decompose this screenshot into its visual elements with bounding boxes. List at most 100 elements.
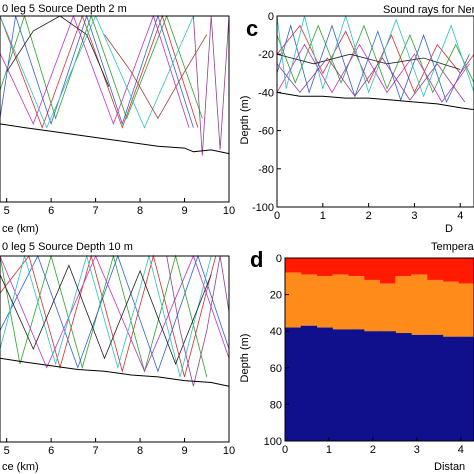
- axes-frame: [276, 15, 474, 208]
- panel-d-ylabel: Depth (m): [239, 334, 251, 383]
- y-tick-label: 0: [268, 11, 274, 23]
- y-tick-label: 40: [270, 326, 282, 338]
- y-tick-label: 0: [276, 253, 282, 265]
- y-tick-label: -80: [258, 164, 274, 176]
- heatmap-cell: [285, 272, 302, 328]
- heatmap-cell: [363, 331, 381, 441]
- panel-a-xlabel: ce (km): [2, 223, 39, 235]
- x-tick-label: 8: [137, 445, 143, 457]
- heatmap-cell: [363, 279, 381, 332]
- heatmap-cell: [348, 258, 365, 277]
- ray-path: [276, 57, 466, 103]
- heatmap-cell: [426, 258, 444, 280]
- heatmap-cell: [332, 258, 349, 275]
- heatmap-cell: [411, 258, 428, 275]
- heatmap-cell: [411, 274, 428, 335]
- panel-b-xlabel: ce (km): [2, 461, 39, 473]
- ray-path: [166, 255, 230, 387]
- heatmap-cell: [426, 279, 444, 335]
- x-tick-label: 9: [181, 205, 187, 217]
- heatmap-cell: [458, 336, 474, 441]
- y-tick-label: -20: [258, 49, 274, 61]
- ray-path: [0, 254, 217, 377]
- heatmap-cell: [300, 325, 318, 441]
- x-tick-label: 4: [457, 210, 463, 222]
- heatmap-cell: [442, 281, 459, 337]
- seabed-line: [0, 357, 230, 387]
- panel-d-xlabel: Distan: [434, 461, 465, 473]
- heatmap-cell: [316, 327, 333, 441]
- heatmap-cell: [379, 258, 396, 284]
- ray-path: [0, 264, 212, 366]
- x-tick-label: 6: [48, 445, 54, 457]
- panel-c-title: Sound rays for Ner: [383, 4, 474, 16]
- x-tick-label: 1: [326, 444, 332, 456]
- heatmap-cell: [395, 276, 412, 334]
- x-tick-label: 4: [458, 444, 464, 456]
- y-tick-label: 100: [264, 436, 282, 448]
- heatmap-cell: [363, 258, 381, 280]
- axes-frame: [0, 15, 230, 203]
- ray-path: [0, 254, 212, 377]
- axes-frame: [284, 257, 474, 442]
- heatmap-cell: [316, 258, 333, 277]
- y-tick-label: -40: [258, 87, 274, 99]
- ray-path: [6, 15, 110, 87]
- x-tick-label: 6: [48, 205, 54, 217]
- panel-a-title: 0 leg 5 Source Depth 2 m: [2, 3, 127, 15]
- heatmap-cell: [300, 274, 318, 326]
- ray-path: [276, 14, 474, 98]
- ray-path: [276, 24, 470, 104]
- heatmap-cell: [285, 258, 302, 273]
- heatmap-cell: [395, 258, 412, 277]
- x-tick-label: 7: [93, 445, 99, 457]
- ray-path: [0, 14, 190, 128]
- ray-path: [0, 14, 203, 120]
- x-tick-label: 10: [223, 205, 235, 217]
- panel-a-plot: 5 6 7 8 9 10: [0, 14, 235, 217]
- y-tick-label: 20: [270, 290, 282, 302]
- panel-c-xlabel: D: [445, 223, 453, 235]
- panel-d-label: d: [250, 247, 263, 272]
- x-tick-label: 1: [320, 210, 326, 222]
- heatmap-cell: [442, 336, 459, 441]
- y-tick-label: 80: [270, 399, 282, 411]
- heatmap-cell: [379, 283, 396, 332]
- x-tick-label: 10: [223, 445, 235, 457]
- x-tick-label: 3: [411, 210, 417, 222]
- panel-d-title: Tempera: [431, 241, 474, 253]
- panel-b-plot: 5 6 7 8 9 10: [0, 254, 235, 457]
- axes-frame: [0, 255, 230, 443]
- x-tick-label: 2: [366, 210, 372, 222]
- ray-path: [0, 254, 230, 373]
- heatmap-cell: [300, 258, 318, 275]
- x-tick-label: 0: [282, 444, 288, 456]
- heatmap-cell: [316, 276, 333, 328]
- x-tick-label: 9: [181, 445, 187, 457]
- heatmap-cell: [442, 258, 459, 282]
- heatmap-cell: [458, 258, 474, 284]
- y-tick-label: 60: [270, 363, 282, 375]
- x-tick-label: 5: [4, 445, 10, 457]
- panel-c-plot: 0 1 2 3 4 0 -20 -40 -60 -80 -100: [252, 11, 474, 222]
- heatmap-cell: [332, 329, 349, 441]
- heatmap-cell: [379, 331, 396, 441]
- ray-path: [193, 15, 230, 156]
- x-tick-label: 3: [414, 444, 420, 456]
- heatmap-cell: [458, 283, 474, 337]
- ray-path: [276, 53, 461, 70]
- y-tick-label: -60: [258, 126, 274, 138]
- ray-path: [276, 43, 470, 103]
- x-tick-label: 0: [274, 210, 280, 222]
- heatmap-cell: [332, 274, 349, 330]
- x-tick-label: 7: [93, 205, 99, 217]
- y-tick-label: -100: [252, 202, 274, 214]
- heatmap-cell: [348, 276, 365, 330]
- heatmap-cell: [426, 334, 444, 441]
- panel-c-label: c: [246, 16, 258, 41]
- heatmap-cell: [411, 334, 428, 441]
- panel-b-title: 0 leg 5 Source Depth 10 m: [2, 241, 133, 253]
- ray-path: [104, 34, 208, 120]
